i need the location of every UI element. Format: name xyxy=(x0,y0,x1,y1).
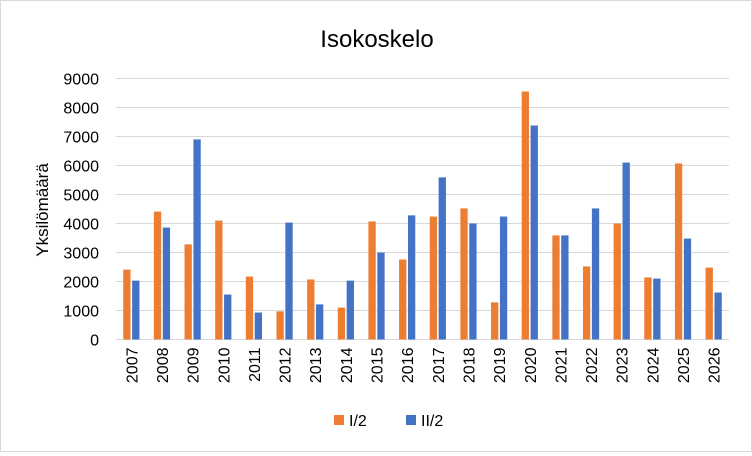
x-tick-label: 2011 xyxy=(247,347,264,382)
bar-II-2-2016 xyxy=(407,215,416,340)
x-tick-label: 2025 xyxy=(676,347,693,383)
y-tick-label: 8000 xyxy=(63,101,99,118)
bar-II-2-2025 xyxy=(683,238,692,340)
y-tick-label: 4000 xyxy=(63,217,99,234)
bar-I-2-2013 xyxy=(307,279,315,340)
bar-I-2-2012 xyxy=(276,311,284,340)
bar-II-2-2007 xyxy=(132,280,140,340)
x-tick-label: 2018 xyxy=(461,347,478,383)
bar-II-2-2014 xyxy=(346,280,354,340)
x-tick-label: 2007 xyxy=(124,347,141,383)
bar-II-2-2015 xyxy=(377,252,385,340)
bar-II-2-2023 xyxy=(622,162,630,340)
x-tick-label: 2019 xyxy=(492,347,509,383)
x-tick-label: 2016 xyxy=(400,347,417,383)
legend: I/2 II/2 xyxy=(334,413,443,430)
bar-I-2-2016 xyxy=(399,259,407,340)
bar-I-2-2011 xyxy=(245,276,254,340)
bar-II-2-2026 xyxy=(714,292,722,340)
x-tick-label: 2012 xyxy=(278,347,295,383)
bar-II-2-2011 xyxy=(254,312,263,340)
y-tick-label: 5000 xyxy=(63,188,99,205)
bar-II-2-2022 xyxy=(591,208,600,340)
bar-II-2-2008 xyxy=(162,227,171,340)
y-tick-label: 2000 xyxy=(63,275,99,292)
bar-II-2-2013 xyxy=(316,304,324,340)
x-tick-label: 2017 xyxy=(431,347,448,383)
bar-I-2-2026 xyxy=(705,267,713,340)
chart-title: Isokoskelo xyxy=(320,26,433,53)
bar-II-2-2017 xyxy=(438,177,446,340)
y-tick-label: 3000 xyxy=(63,246,99,263)
y-tick-label: 7000 xyxy=(63,130,99,147)
bar-II-2-2020 xyxy=(530,125,538,340)
bar-II-2-2021 xyxy=(561,235,569,340)
bar-II-2-2018 xyxy=(469,223,477,340)
bar-I-2-2009 xyxy=(184,244,192,340)
bar-I-2-2014 xyxy=(337,307,346,340)
bar-II-2-2012 xyxy=(285,222,293,340)
bar-I-2-2017 xyxy=(429,216,438,340)
y-tick-label: 9000 xyxy=(63,72,99,89)
x-tick-label: 2024 xyxy=(645,347,662,383)
x-tick-label: 2009 xyxy=(186,347,203,383)
y-tick-label: 1000 xyxy=(63,304,99,321)
bar-I-2-2015 xyxy=(368,221,376,340)
legend-swatch xyxy=(406,415,416,425)
x-tick-label: 2008 xyxy=(155,347,172,383)
x-tick-label: 2015 xyxy=(370,347,387,383)
bar-II-2-2019 xyxy=(499,216,508,340)
bar-I-2-2007 xyxy=(123,269,131,340)
bar-I-2-2008 xyxy=(153,211,162,340)
bar-I-2-2010 xyxy=(215,220,223,340)
bar-I-2-2018 xyxy=(460,208,468,340)
y-tick-label: 6000 xyxy=(63,159,99,176)
x-tick-label: 2023 xyxy=(615,347,632,383)
x-tick-label: 2022 xyxy=(584,347,601,383)
bar-I-2-2024 xyxy=(644,277,652,340)
legend-swatch xyxy=(334,415,344,425)
bar-I-2-2025 xyxy=(674,163,683,340)
x-tick-label: 2020 xyxy=(523,347,540,383)
bar-I-2-2023 xyxy=(613,223,621,340)
bar-I-2-2021 xyxy=(552,235,560,340)
bar-I-2-2022 xyxy=(582,266,591,340)
bar-II-2-2010 xyxy=(224,294,232,340)
legend-label: I/2 xyxy=(349,413,367,430)
x-tick-label: 2010 xyxy=(216,347,233,383)
x-tick-label: 2026 xyxy=(707,347,724,383)
bar-I-2-2019 xyxy=(491,302,499,340)
x-tick-label: 2013 xyxy=(308,347,325,383)
x-tick-label: 2021 xyxy=(553,347,570,383)
x-tick-label: 2014 xyxy=(339,347,356,383)
y-tick-label: 0 xyxy=(90,333,99,350)
y-axis-label: Yksilömäärä xyxy=(33,163,52,257)
bar-II-2-2009 xyxy=(193,139,201,340)
legend-label: II/2 xyxy=(421,413,443,430)
bar-II-2-2024 xyxy=(653,278,661,340)
bar-I-2-2020 xyxy=(521,91,529,340)
